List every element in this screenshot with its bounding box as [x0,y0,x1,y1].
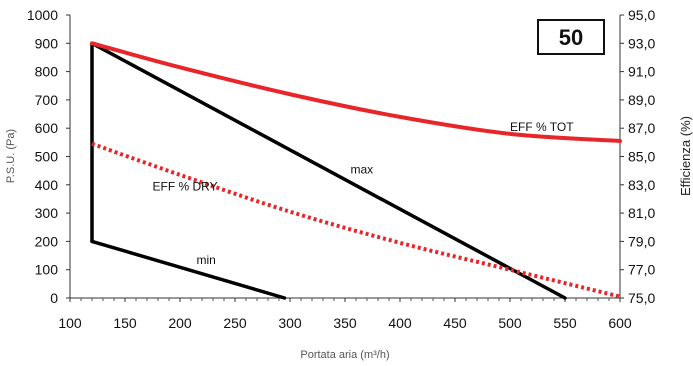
x-tick-label: 250 [223,315,247,331]
y-right-tick-label: 77,0 [628,262,655,278]
y-left-tick-label: 400 [35,177,59,193]
y-right-tick-label: 75,0 [628,290,655,306]
y-right-tick-label: 91,0 [628,64,655,80]
y-left-tick-label: 900 [35,35,59,51]
y-axis-left-title: P.S.U. (Pa) [5,129,17,183]
y-axis-right-title: Efficienza (%) [678,116,693,196]
series-line-eff-dry [91,141,621,299]
y-left-tick-label: 600 [35,120,59,136]
annotation-min: min [197,253,216,267]
x-axis-title: Portata aria (m³/h) [300,349,389,361]
y-right-tick-label: 87,0 [628,120,655,136]
model-badge-box [537,19,605,55]
x-tick-label: 550 [553,315,577,331]
y-right-tick-label: 89,0 [628,92,655,108]
y-right-tick-label: 83,0 [628,177,655,193]
y-left-tick-label: 1000 [27,7,58,23]
y-left-tick-label: 700 [35,92,59,108]
y-right-tick-label: 81,0 [628,205,655,221]
x-tick-label: 300 [278,315,302,331]
series-layer [90,41,622,300]
x-tick-label: 100 [58,315,82,331]
y-left-ticks: 0 100 200 300 400 500 600 700 800 900 1000 [27,7,70,306]
y-right-tick-label: 93,0 [628,35,655,51]
y-left-tick-label: 0 [50,290,58,306]
annotation-eff-tot: EFF % TOT [510,120,574,134]
y-right-tick-label: 95,0 [628,7,655,23]
y-right-tick-label: 79,0 [628,233,655,249]
y-left-tick-label: 300 [35,205,59,221]
y-left-tick-label: 100 [35,262,59,278]
y-right-tick-label: 85,0 [628,149,655,165]
x-tick-label: 150 [113,315,137,331]
series-line-min [90,239,287,300]
model-badge: 50 [559,25,583,50]
series-line-eff-tot [90,41,622,143]
annotation-eff-dry: EFF % DRY [153,179,218,193]
annotation-max: max [351,162,374,176]
x-tick-label: 500 [498,315,522,331]
y-left-tick-label: 800 [35,64,59,80]
y-left-tick-label: 200 [35,233,59,249]
series-line-max [90,41,567,300]
x-ticks: 100 150 200 250 300 350 400 450 500 550 600 [58,298,632,331]
y-left-tick-label: 500 [35,149,59,165]
x-tick-label: 200 [168,315,192,331]
x-tick-label: 600 [608,315,632,331]
x-tick-label: 450 [443,315,467,331]
x-tick-label: 350 [333,315,357,331]
y-right-ticks: 75,0 77,0 79,0 81,0 83,0 85,0 87,0 89,0 91,0 93,0… [620,7,655,306]
annotation-layer: max min EFF % DRY EFF % TOT [153,120,575,267]
x-tick-label: 400 [388,315,412,331]
